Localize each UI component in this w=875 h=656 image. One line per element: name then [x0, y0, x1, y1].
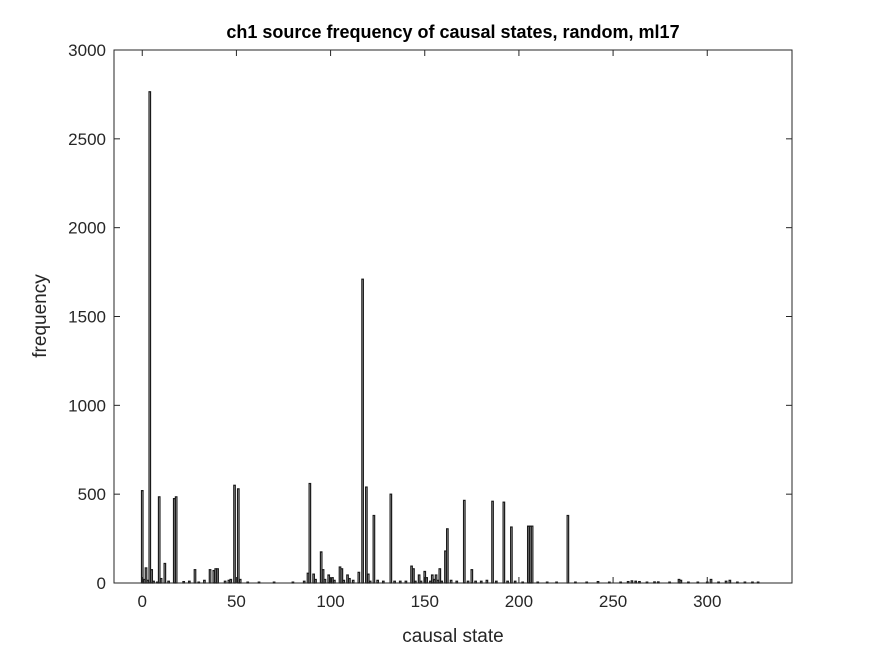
bar-state-5 [150, 569, 154, 584]
bar-state-28 [193, 569, 197, 584]
bar-state-119 [365, 486, 368, 584]
y-axis-ticks: 0 500 1000 1500 2000 2500 3000 [68, 41, 792, 593]
bar-state-47 [229, 578, 233, 584]
y-tick-label: 1000 [68, 396, 106, 415]
y-tick-label: 1500 [68, 308, 106, 327]
y-tick-label: 0 [97, 574, 106, 593]
y-tick-label: 2500 [68, 130, 106, 149]
bar-state-155 [432, 578, 436, 584]
bar-state-162 [446, 528, 449, 584]
bar-state-49 [233, 484, 236, 584]
bar-state-9 [157, 496, 161, 584]
x-tick-label: 50 [227, 592, 246, 611]
bars-group [140, 91, 760, 584]
x-tick-label: 250 [599, 592, 627, 611]
y-tick-label: 3000 [68, 41, 106, 60]
bar-state-40 [216, 568, 219, 584]
y-tick-label: 2000 [68, 219, 106, 238]
bar-state-302 [709, 578, 713, 584]
bar-state-17 [172, 498, 176, 584]
bar-state-143 [410, 565, 413, 584]
x-axis-label: causal state [402, 626, 503, 647]
bar-state-132 [389, 493, 393, 584]
bar-state-196 [510, 526, 513, 584]
bar-state-115 [357, 571, 361, 584]
bar-state-2 [144, 567, 148, 584]
bar-state-18 [174, 496, 178, 584]
bar-state-110 [348, 577, 351, 584]
bar-state-51 [236, 488, 240, 584]
chart-title: ch1 source frequency of causal states, r… [226, 22, 679, 42]
y-axis-label: frequency [30, 274, 51, 358]
bar-state-226 [566, 514, 570, 584]
bar-state-151 [425, 577, 428, 584]
x-tick-label: 200 [505, 592, 533, 611]
bar-state-0 [140, 490, 144, 584]
bar-state-52 [238, 578, 242, 584]
bar-state-95 [319, 551, 323, 584]
bar-state-175 [470, 569, 474, 584]
bar-state-161 [444, 550, 447, 584]
bar-state-171 [462, 499, 466, 584]
x-axis-ticks: 0 50 100 150 200 250 300 [138, 50, 721, 611]
bar-state-10 [159, 577, 163, 584]
x-tick-label: 100 [316, 592, 344, 611]
bar-state-89 [308, 482, 312, 584]
x-tick-label: 300 [693, 592, 721, 611]
bar-state-101 [331, 577, 334, 584]
bar-state-186 [491, 500, 494, 584]
bar-state-207 [530, 525, 534, 584]
x-tick-label: 0 [138, 592, 147, 611]
bar-state-123 [372, 514, 376, 584]
axes-box [113, 49, 793, 584]
bar-state-92 [314, 578, 317, 584]
bar-state-206 [528, 525, 532, 584]
bar-state-117 [361, 278, 364, 584]
bar-state-38 [212, 569, 216, 584]
bar-state-158 [438, 568, 442, 584]
bar-state-4 [148, 91, 152, 584]
bar-state-192 [502, 501, 506, 584]
x-tick-label: 150 [411, 592, 439, 611]
bar-state-36 [208, 569, 212, 584]
y-tick-label: 500 [78, 485, 106, 504]
bar-state-12 [163, 562, 167, 584]
bar-state-97 [323, 578, 327, 584]
